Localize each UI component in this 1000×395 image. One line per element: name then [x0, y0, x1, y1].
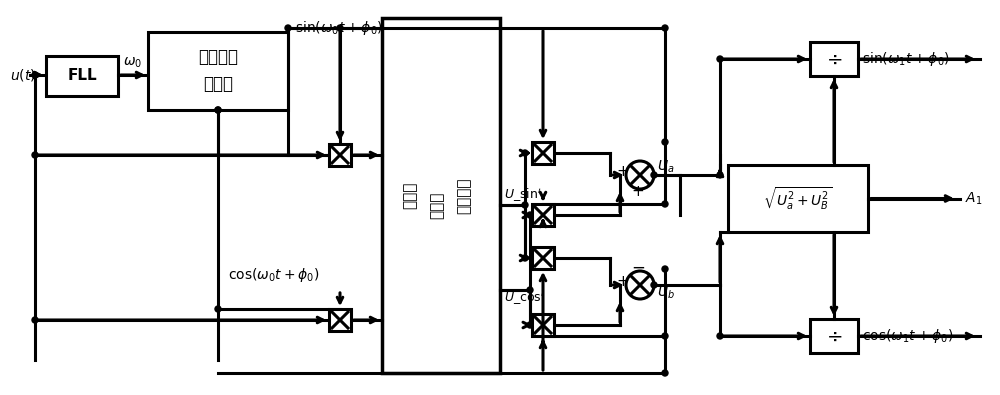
Bar [329, 309, 351, 331]
Text: 参考信号: 参考信号 [198, 48, 238, 66]
Circle shape [662, 25, 668, 31]
Bar [148, 32, 288, 110]
Circle shape [527, 322, 533, 328]
Bar [728, 165, 868, 232]
Text: $\cos(\omega_1 t+\phi_0)$: $\cos(\omega_1 t+\phi_0)$ [862, 327, 953, 345]
Text: 自适应: 自适应 [402, 182, 418, 209]
Circle shape [527, 287, 533, 293]
Circle shape [215, 107, 221, 113]
Circle shape [626, 271, 654, 299]
Bar [810, 319, 858, 353]
Circle shape [337, 25, 343, 31]
Text: $U_b$: $U_b$ [657, 285, 675, 301]
Text: +: + [617, 164, 629, 179]
Text: $U\_\sin^{\prime}$: $U\_\sin^{\prime}$ [504, 186, 542, 204]
Circle shape [651, 172, 657, 178]
Circle shape [662, 333, 668, 339]
Text: −: − [631, 259, 645, 277]
Circle shape [32, 317, 38, 323]
Text: $\sin(\omega_0 t+\phi_0)$: $\sin(\omega_0 t+\phi_0)$ [295, 19, 383, 37]
Text: +: + [617, 273, 629, 288]
Circle shape [215, 306, 221, 312]
Circle shape [522, 255, 528, 261]
Text: $\sin(\omega_1 t+\phi_0)$: $\sin(\omega_1 t+\phi_0)$ [862, 50, 950, 68]
Text: 陷波器: 陷波器 [430, 192, 444, 219]
Circle shape [522, 150, 528, 156]
Circle shape [662, 139, 668, 145]
Text: $U\_\cos^{\prime}$: $U\_\cos^{\prime}$ [504, 289, 545, 307]
Bar [46, 56, 118, 96]
Text: $A_1$: $A_1$ [965, 190, 982, 207]
Circle shape [717, 333, 723, 339]
Bar [532, 314, 554, 336]
Circle shape [215, 107, 221, 113]
Circle shape [626, 161, 654, 189]
Bar [382, 18, 500, 373]
Text: $U_a$: $U_a$ [657, 159, 674, 175]
Circle shape [527, 212, 533, 218]
Circle shape [662, 266, 668, 272]
Bar [810, 42, 858, 76]
Text: $\sqrt{U_a^2+U_B^2}$: $\sqrt{U_a^2+U_B^2}$ [763, 185, 833, 212]
Text: +: + [632, 184, 644, 199]
Text: $\div$: $\div$ [826, 327, 842, 346]
Text: FLL: FLL [67, 68, 97, 83]
Bar [329, 144, 351, 166]
Circle shape [285, 25, 291, 31]
Bar [532, 142, 554, 164]
Circle shape [717, 172, 723, 178]
Circle shape [662, 201, 668, 207]
Text: $\div$: $\div$ [826, 49, 842, 68]
Text: 二阶低通: 二阶低通 [456, 177, 472, 214]
Circle shape [717, 56, 723, 62]
Circle shape [662, 370, 668, 376]
Circle shape [522, 202, 528, 208]
Bar [532, 204, 554, 226]
Text: $\omega_0$: $\omega_0$ [123, 56, 143, 70]
Text: 发生器: 发生器 [203, 75, 233, 93]
Text: $u(t)$: $u(t)$ [10, 67, 36, 83]
Bar [532, 247, 554, 269]
Circle shape [32, 152, 38, 158]
Text: $\cos(\omega_0 t+\phi_0)$: $\cos(\omega_0 t+\phi_0)$ [228, 266, 319, 284]
Circle shape [651, 282, 657, 288]
Circle shape [32, 72, 38, 78]
